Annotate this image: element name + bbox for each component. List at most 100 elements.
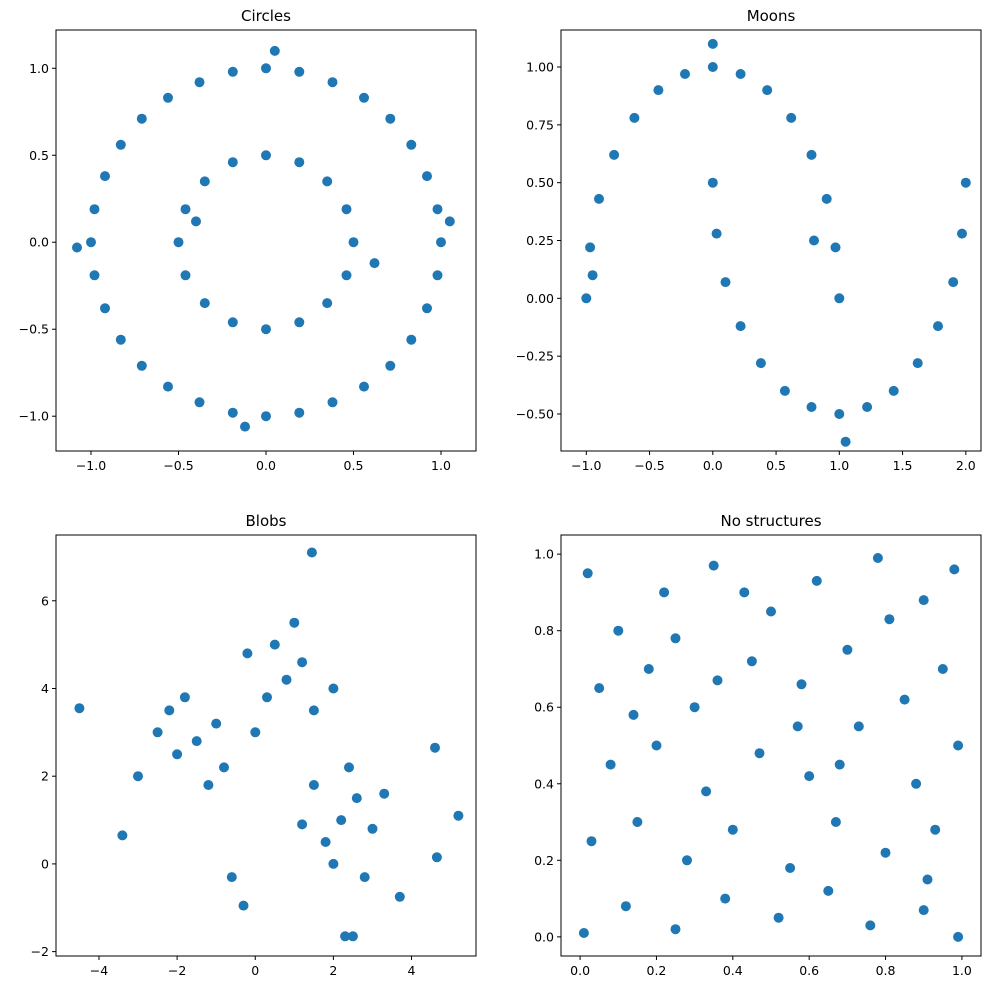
axes-frame — [55, 534, 477, 957]
data-point — [957, 228, 967, 239]
data-point — [261, 324, 271, 335]
data-point — [328, 683, 339, 694]
y-tick-label: −1.0 — [19, 409, 49, 424]
data-point — [347, 931, 358, 942]
data-point — [194, 77, 205, 88]
data-point — [444, 216, 455, 227]
data-point — [341, 204, 352, 215]
data-point — [336, 815, 347, 826]
data-point — [821, 193, 832, 204]
data-point — [872, 553, 883, 563]
y-tick-label: −2 — [31, 944, 49, 959]
data-point — [811, 575, 822, 586]
data-point — [707, 62, 718, 72]
data-point — [322, 298, 333, 309]
x-tick-label: −0.5 — [634, 458, 664, 473]
data-point — [262, 692, 272, 703]
data-point — [823, 885, 834, 896]
data-point — [960, 177, 971, 188]
y-tick-label: 2 — [41, 769, 49, 784]
chart-title: Moons — [747, 7, 796, 25]
data-point — [289, 617, 300, 628]
y-tick-label: 0.5 — [29, 148, 49, 163]
data-point — [86, 237, 96, 248]
x-tick-label: 2 — [329, 963, 337, 978]
x-tick-label: 1.0 — [431, 458, 451, 473]
x-tick-label: 0.6 — [799, 963, 819, 978]
data-point — [773, 912, 784, 923]
data-point — [670, 633, 681, 644]
x-axis-ticks: −1.0 −0.5 0.0 0.5 1.0 — [76, 451, 451, 473]
data-point — [830, 817, 841, 827]
x-tick-label: 0.5 — [766, 458, 786, 473]
data-point — [430, 742, 440, 753]
data-point — [953, 931, 964, 942]
data-point — [294, 66, 305, 77]
data-point — [930, 824, 941, 835]
data-point — [708, 560, 719, 571]
data-point — [629, 112, 640, 123]
data-point — [689, 702, 700, 713]
data-point — [620, 901, 631, 912]
data-point — [834, 409, 845, 419]
data-point — [720, 893, 731, 904]
data-point — [937, 664, 948, 674]
data-point — [297, 657, 308, 668]
data-point — [779, 385, 790, 396]
data-point — [796, 679, 807, 690]
data-point — [219, 762, 229, 773]
data-point — [394, 891, 405, 902]
x-tick-label: 2.0 — [956, 458, 976, 473]
data-point — [294, 157, 305, 168]
data-point — [359, 92, 369, 103]
data-point — [727, 824, 738, 835]
data-point — [918, 595, 929, 606]
data-point — [322, 176, 333, 187]
data-point — [72, 242, 82, 253]
data-point — [115, 139, 126, 150]
data-point — [586, 836, 597, 847]
data-point — [379, 788, 390, 799]
data-point — [830, 242, 841, 253]
data-point — [348, 237, 359, 248]
axes-frame — [560, 534, 982, 957]
data-point — [432, 204, 443, 215]
data-point — [194, 397, 205, 408]
x-tick-label: 0.2 — [647, 963, 667, 978]
data-point — [179, 692, 190, 703]
data-point — [948, 277, 959, 288]
data-point — [707, 38, 718, 49]
data-point — [199, 176, 210, 187]
data-point — [862, 402, 873, 412]
data-point — [320, 837, 331, 847]
data-point — [344, 762, 354, 773]
data-point — [884, 614, 895, 625]
data-point — [369, 258, 380, 269]
y-tick-label: 1.0 — [534, 547, 554, 562]
data-point — [340, 931, 351, 942]
data-point — [582, 568, 593, 579]
y-tick-label: 0.2 — [534, 853, 554, 868]
data-point — [735, 321, 746, 332]
data-point — [359, 872, 370, 883]
data-point — [351, 793, 362, 804]
data-point — [933, 321, 943, 332]
data-point — [628, 709, 639, 720]
data-point — [328, 858, 339, 869]
y-tick-label: −0.25 — [516, 349, 554, 364]
data-point — [133, 771, 143, 782]
data-point — [306, 547, 317, 558]
data-point — [89, 204, 100, 215]
data-point — [211, 718, 222, 729]
data-point — [865, 920, 876, 931]
data-point — [261, 150, 271, 161]
data-point — [806, 149, 817, 160]
data-point — [594, 193, 604, 204]
data-point — [853, 721, 864, 732]
data-point — [762, 85, 773, 96]
data-point — [605, 759, 616, 770]
y-tick-label: 0.8 — [534, 623, 554, 638]
data-point — [680, 69, 690, 79]
y-tick-label: 1.00 — [526, 60, 554, 75]
y-tick-label: 4 — [41, 681, 49, 696]
